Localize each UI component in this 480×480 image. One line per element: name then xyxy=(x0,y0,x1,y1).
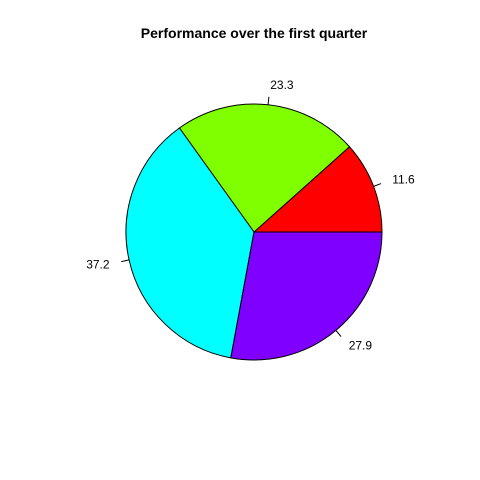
chart-title: Performance over the first quarter xyxy=(141,25,368,41)
slice-label: 27.9 xyxy=(349,339,373,353)
slice-label: 23.3 xyxy=(270,78,294,92)
label-leader-line xyxy=(267,96,270,105)
label-leader-line xyxy=(335,330,342,337)
label-leader-line xyxy=(373,183,382,187)
slice-label: 11.6 xyxy=(392,172,415,186)
pie-slice xyxy=(178,103,351,233)
slice-label: 37.2 xyxy=(86,257,110,271)
label-leader-line xyxy=(121,259,130,263)
slice-labels: 11.6 23.3 37.2 27.9 xyxy=(86,78,415,353)
label-leaders xyxy=(121,96,382,337)
pie-slice xyxy=(125,127,255,359)
pie-slice xyxy=(230,231,383,361)
pie-slices xyxy=(125,103,383,361)
